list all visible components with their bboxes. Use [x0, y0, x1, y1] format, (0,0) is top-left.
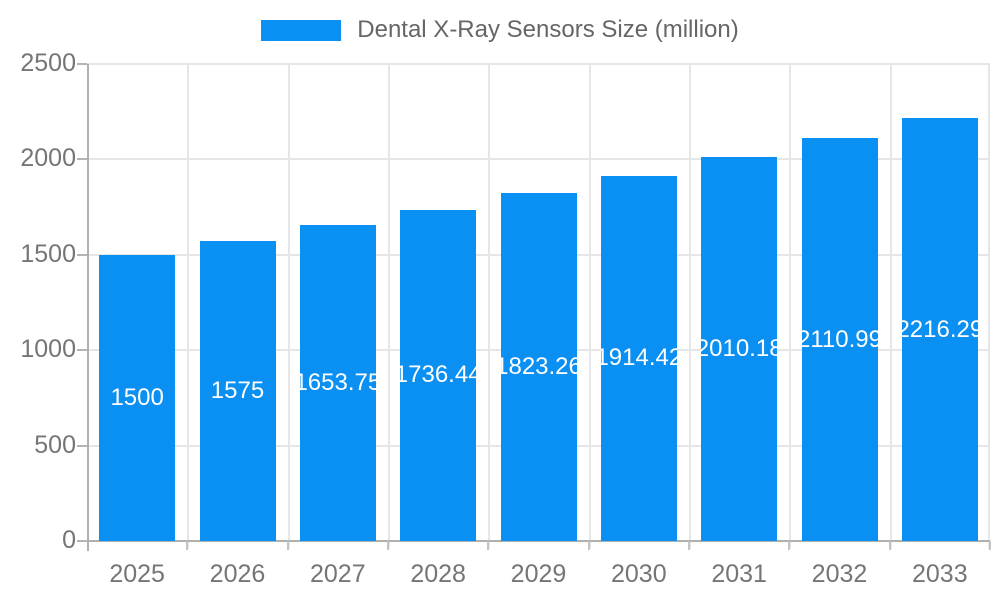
x-tick-label: 2027: [310, 560, 366, 588]
y-axis-tick: [77, 444, 87, 447]
x-axis-tick: [989, 541, 991, 550]
bar-2029[interactable]: 1823.26: [500, 193, 577, 541]
bar-2031[interactable]: 2010.18: [701, 157, 778, 541]
vertical-gridline: [689, 64, 691, 549]
bar-2027[interactable]: 1653.75: [299, 225, 376, 541]
vertical-gridline: [287, 64, 290, 549]
x-tick-label: 2030: [611, 560, 667, 588]
y-tick-label: 2000: [20, 144, 76, 173]
x-tick-label: 2032: [811, 560, 868, 588]
x-tick-label: 2026: [209, 560, 266, 588]
bar-value-label: 1500: [110, 383, 164, 411]
bar-value-label: 1575: [210, 376, 265, 404]
vertical-gridline: [187, 64, 190, 549]
x-tick-label: 2029: [510, 560, 567, 588]
bar-value-label: 2216.29: [901, 315, 978, 343]
vertical-gridline: [988, 64, 990, 549]
bar-2030[interactable]: 1914.42: [600, 175, 677, 541]
y-axis-tick: [77, 253, 87, 256]
x-axis-tick: [186, 541, 189, 550]
legend-swatch-icon: [261, 19, 342, 41]
y-axis-line: [87, 64, 89, 551]
x-axis-tick: [487, 541, 490, 550]
vertical-gridline: [889, 64, 892, 549]
y-tick-label: 1500: [20, 239, 76, 268]
x-axis-tick: [788, 541, 791, 550]
bar-2032[interactable]: 2110.99: [801, 138, 878, 541]
x-tick-label: 2031: [711, 560, 767, 588]
bar-value-label: 1823.26: [500, 353, 577, 381]
plot-area: 1500 1575 1653.75 1736.44 1823.26 1914.42 2010…: [87, 63, 990, 551]
vertical-gridline: [789, 64, 792, 549]
y-tick-label: 2500: [20, 49, 76, 77]
x-axis-tick: [286, 541, 289, 550]
horizontal-gridline: [87, 63, 990, 65]
x-axis-tick: [688, 541, 690, 550]
vertical-gridline: [388, 64, 390, 549]
bar-value-label: 1914.42: [600, 344, 677, 372]
vertical-gridline: [488, 64, 491, 549]
y-axis-tick: [77, 63, 87, 65]
x-tick-label: 2025: [109, 560, 165, 588]
bar-2033[interactable]: 2216.29: [901, 118, 978, 541]
y-axis-tick: [77, 540, 87, 542]
x-tick-label: 2033: [912, 560, 968, 588]
y-axis-tick: [77, 158, 87, 161]
bar-value-label: 2010.18: [701, 335, 778, 363]
bar-2025[interactable]: 1500: [99, 254, 176, 541]
x-axis-tick: [387, 541, 389, 550]
y-tick-label: 500: [34, 430, 76, 459]
x-axis-tick: [587, 541, 590, 550]
bar-value-label: 1653.75: [299, 369, 376, 397]
x-tick-label: 2028: [410, 560, 466, 588]
x-axis-line: [87, 540, 990, 542]
legend-series-label: Dental X-Ray Sensors Size (million): [357, 16, 739, 43]
bar-value-label: 2110.99: [801, 325, 878, 353]
bar-2026[interactable]: 1575: [199, 240, 276, 541]
y-tick-label: 0: [62, 526, 76, 554]
x-axis-tick: [888, 541, 891, 550]
bar-2028[interactable]: 1736.44: [400, 209, 477, 541]
bar-value-label: 1736.44: [400, 361, 477, 389]
y-tick-label: 1000: [20, 335, 76, 364]
vertical-gridline: [588, 64, 591, 549]
legend[interactable]: Dental X-Ray Sensors Size (million): [0, 16, 1000, 44]
horizontal-gridline: [87, 158, 990, 161]
y-axis-tick: [77, 349, 87, 352]
